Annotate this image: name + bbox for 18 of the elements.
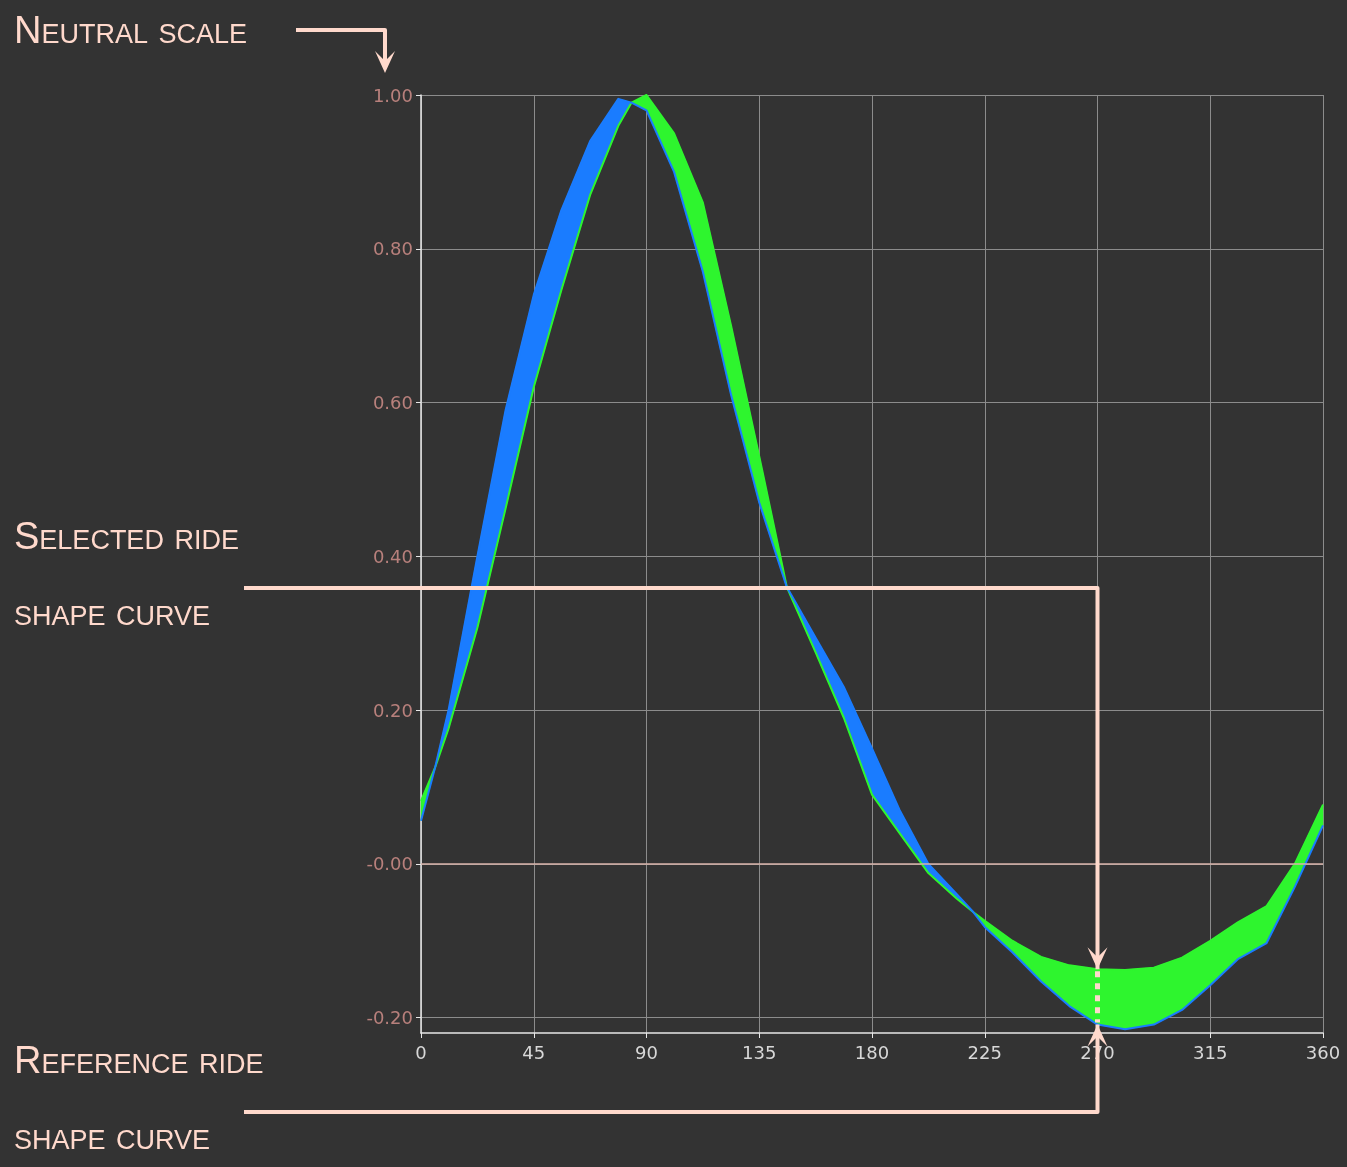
annotation: Selected ride shape curve [14, 514, 240, 635]
y-tick-label: 0.60 [372, 392, 413, 414]
y-tick-label: 1.00 [372, 84, 413, 106]
y-tick-label: -0.00 [366, 853, 413, 875]
x-tick-label: 225 [967, 1041, 1002, 1063]
x-tick-label: 135 [742, 1041, 777, 1063]
x-tick-label: 360 [1305, 1041, 1341, 1063]
x-tick-label: 90 [635, 1041, 658, 1063]
x-tick-label: 180 [854, 1041, 890, 1063]
x-tick-label: 315 [1193, 1041, 1228, 1063]
annotation: Reference ride shape curve [14, 1038, 265, 1159]
text: Neutral scale [14, 8, 248, 53]
y-tick-label: -0.20 [366, 1007, 413, 1029]
y-tick-label: 0.20 [372, 699, 413, 721]
y-tick-label: 0.40 [372, 545, 413, 567]
x-tick-label: 45 [522, 1041, 546, 1063]
x-tick-label: 0 [415, 1041, 427, 1063]
y-tick-label: 0.80 [372, 238, 413, 260]
